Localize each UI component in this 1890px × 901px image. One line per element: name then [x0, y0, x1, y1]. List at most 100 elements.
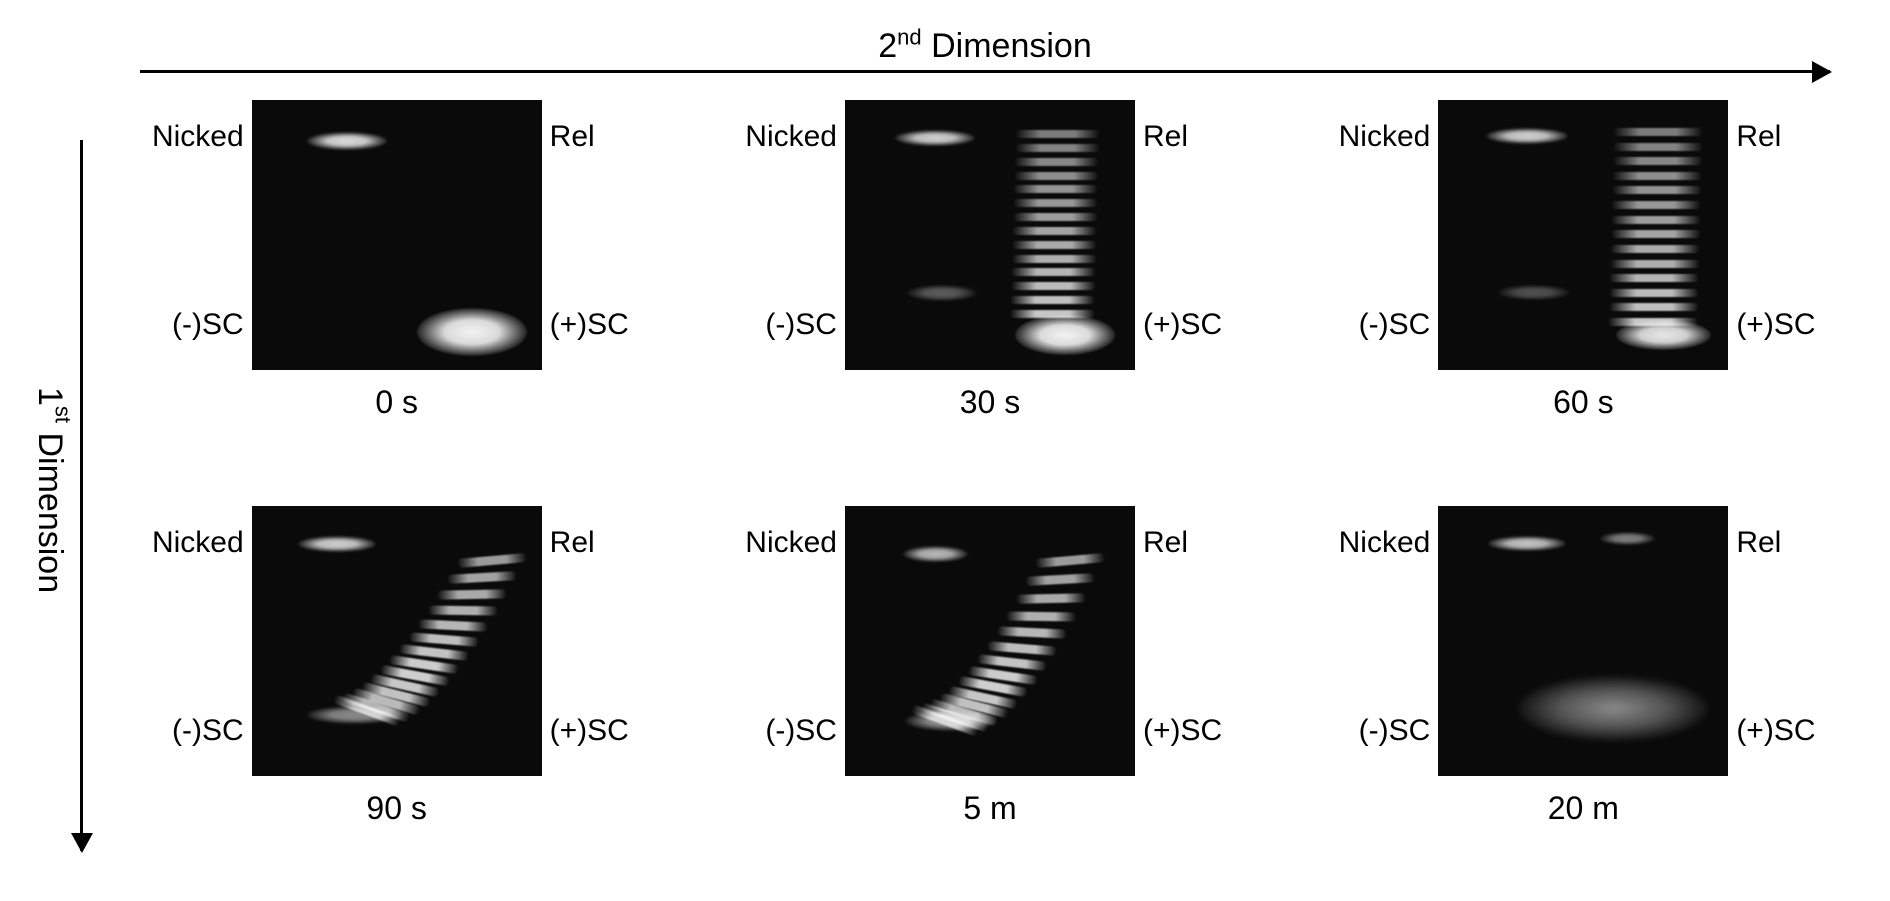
- ladder-rung: [1015, 130, 1100, 138]
- gel-image: [1438, 506, 1728, 776]
- ladder-rung: [1609, 274, 1699, 282]
- label-neg-sc: (-)SC: [1325, 714, 1430, 748]
- gel-band: [903, 546, 968, 562]
- ladder-rung: [1010, 310, 1095, 318]
- gel-band: [895, 130, 975, 146]
- ladder-rung: [1610, 245, 1700, 253]
- label-neg-sc: (-)SC: [139, 714, 244, 748]
- gel-smear: [1518, 676, 1708, 741]
- label-pos-sc: (+)SC: [1736, 308, 1841, 342]
- axis-2-text: 2nd Dimension: [878, 27, 1091, 65]
- gel-image: [845, 506, 1135, 776]
- label-neg-sc: (-)SC: [1325, 308, 1430, 342]
- figure-root: 2nd Dimension 1st Dimension Nicked(-)SCR…: [20, 20, 1870, 881]
- right-band-labels: Rel (+)SC: [1728, 100, 1849, 370]
- ladder-rung: [1608, 318, 1698, 326]
- gel-band: [1488, 536, 1566, 551]
- ladder-rung: [1611, 201, 1701, 209]
- gel-band: [307, 132, 387, 150]
- gel-wrap: Nicked (-)SC Rel (+)SC: [1317, 100, 1849, 370]
- right-band-labels: Rel(+)SC: [542, 100, 663, 370]
- ladder-rung: [1013, 199, 1098, 207]
- ladder-rung: [1014, 158, 1099, 166]
- left-band-labels: Nicked (-)SC: [1317, 506, 1438, 776]
- gel-band: [1498, 285, 1570, 300]
- label-pos-sc: (+)SC: [550, 714, 655, 748]
- axis-1-text: 1st Dimension: [31, 387, 69, 593]
- ladder-rung: [1609, 303, 1699, 311]
- ladder-rung: [1015, 144, 1100, 152]
- ladder-rung: [1609, 289, 1699, 297]
- timepoint-label: 0 s: [375, 384, 418, 421]
- arc-rung: [1025, 573, 1095, 586]
- timepoint-label: 20 m: [1548, 790, 1619, 827]
- right-band-labels: Rel(+)SC: [1135, 506, 1256, 776]
- label-pos-sc: (+)SC: [550, 308, 655, 342]
- arc-rung: [456, 552, 527, 567]
- label-nicked: Nicked: [139, 526, 244, 560]
- right-band-labels: Rel (+)SC: [542, 506, 663, 776]
- label-pos-sc: (+)SC: [1143, 308, 1248, 342]
- left-band-labels: Nicked(-)SC: [724, 100, 845, 370]
- label-neg-sc: (-)SC: [732, 714, 837, 748]
- gel-panel-p20m: Nicked (-)SC Rel (+)SC 20 m: [1317, 506, 1850, 872]
- arc-rung: [428, 605, 498, 615]
- axis-label-2nd-dimension: 2nd Dimension: [140, 25, 1830, 66]
- ladder-rung: [1611, 216, 1701, 224]
- gel-wrap: Nicked (-)SC Rel(+)SC: [724, 506, 1256, 776]
- arc-rung: [1035, 552, 1106, 567]
- arc-rung: [996, 627, 1066, 639]
- label-nicked: Nicked: [732, 526, 837, 560]
- ladder-rung: [1012, 241, 1097, 249]
- arc-rung: [447, 571, 517, 584]
- timepoint-label: 60 s: [1553, 384, 1613, 421]
- arc-rung: [1006, 611, 1076, 621]
- ladder-rung: [1014, 172, 1099, 180]
- left-band-labels: Nicked (-)SC: [131, 506, 252, 776]
- gel-panel-p90: Nicked (-)SC Rel (+)SC 90 s: [130, 506, 663, 872]
- gel-panel-grid: Nicked(-)SCRel(+)SC0 sNicked(-)SCRel(+)S…: [130, 100, 1850, 871]
- arc-rung: [1016, 593, 1086, 603]
- gel-panel-p60: Nicked (-)SC Rel (+)SC 60 s: [1317, 100, 1850, 466]
- left-band-labels: Nicked(-)SC: [131, 100, 252, 370]
- label-nicked: Nicked: [1325, 526, 1430, 560]
- label-neg-sc: (-)SC: [732, 308, 837, 342]
- arc-rung: [437, 589, 507, 599]
- gel-wrap: Nicked(-)SCRel(+)SC: [724, 100, 1256, 370]
- label-rel: Rel: [1736, 120, 1841, 154]
- ladder-rung: [1012, 227, 1097, 235]
- ladder-rung: [1013, 185, 1098, 193]
- label-nicked: Nicked: [1325, 120, 1430, 154]
- label-rel: Rel: [1736, 526, 1841, 560]
- ladder-rung: [1612, 172, 1702, 180]
- ladder-rung: [1011, 268, 1096, 276]
- gel-band: [417, 308, 527, 356]
- timepoint-label: 90 s: [366, 790, 426, 827]
- ladder-rung: [1613, 143, 1703, 151]
- ladder-rung: [1613, 157, 1703, 165]
- gel-panel-p5m: Nicked(-)SCRel(+)SC5 m: [723, 506, 1256, 872]
- gel-wrap: Nicked (-)SC Rel (+)SC: [131, 506, 663, 776]
- gel-band: [1015, 315, 1115, 355]
- gel-image: [252, 100, 542, 370]
- ladder-rung: [1613, 128, 1703, 136]
- gel-band: [1600, 532, 1655, 545]
- label-pos-sc: (+)SC: [1143, 714, 1248, 748]
- label-pos-sc: (+)SC: [1736, 714, 1841, 748]
- gel-band: [907, 285, 977, 301]
- ladder-rung: [1610, 260, 1700, 268]
- gel-band: [1486, 128, 1568, 144]
- gel-image: [845, 100, 1135, 370]
- label-rel: Rel: [550, 526, 655, 560]
- ladder-rung: [1611, 230, 1701, 238]
- ladder-rung: [1011, 282, 1096, 290]
- gel-panel-p0: Nicked(-)SC Rel(+)SC 0 s: [130, 100, 663, 466]
- axis-arrow-vertical-icon: [80, 140, 83, 851]
- arc-rung: [418, 619, 488, 631]
- gel-wrap: Nicked(-)SC Rel(+)SC: [131, 100, 663, 370]
- label-neg-sc: (-)SC: [139, 308, 244, 342]
- gel-panel-p30: Nicked(-)SCRel(+)SC30 s: [723, 100, 1256, 466]
- left-band-labels: Nicked (-)SC: [1317, 100, 1438, 370]
- ladder-rung: [1612, 186, 1702, 194]
- gel-wrap: Nicked (-)SC Rel (+)SC: [1317, 506, 1849, 776]
